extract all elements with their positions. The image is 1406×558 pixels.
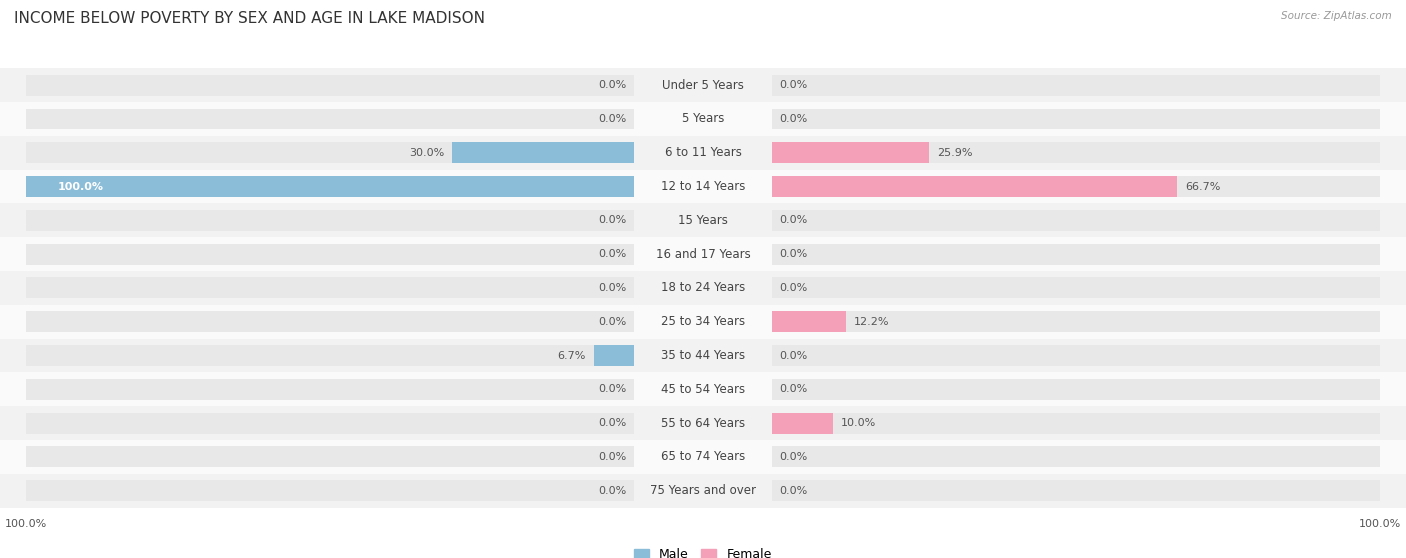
Text: 66.7%: 66.7%: [1185, 181, 1220, 191]
Bar: [27, 210, 634, 231]
Bar: [27, 379, 634, 400]
Bar: [772, 176, 1379, 197]
Bar: [772, 413, 1379, 434]
Bar: [0, 305, 1406, 339]
Text: 0.0%: 0.0%: [780, 350, 808, 360]
Text: Under 5 Years: Under 5 Years: [662, 79, 744, 92]
Text: 0.0%: 0.0%: [780, 452, 808, 462]
Bar: [0, 102, 1406, 136]
Text: 0.0%: 0.0%: [598, 114, 626, 124]
Bar: [772, 446, 1379, 468]
Bar: [772, 345, 1379, 366]
Bar: [0, 339, 1406, 372]
Text: 10.0%: 10.0%: [841, 418, 876, 428]
Bar: [27, 277, 634, 299]
Text: INCOME BELOW POVERTY BY SEX AND AGE IN LAKE MADISON: INCOME BELOW POVERTY BY SEX AND AGE IN L…: [14, 11, 485, 26]
Text: 16 and 17 Years: 16 and 17 Years: [655, 248, 751, 261]
Bar: [772, 244, 1379, 264]
Bar: [772, 311, 1379, 332]
Text: 0.0%: 0.0%: [598, 384, 626, 395]
Text: 45 to 54 Years: 45 to 54 Years: [661, 383, 745, 396]
Text: 18 to 24 Years: 18 to 24 Years: [661, 281, 745, 295]
Text: 55 to 64 Years: 55 to 64 Years: [661, 417, 745, 430]
Bar: [593, 345, 634, 366]
Bar: [772, 108, 1379, 129]
Bar: [772, 75, 1379, 95]
Bar: [772, 480, 1379, 501]
Bar: [451, 142, 634, 163]
Bar: [27, 176, 634, 197]
Text: 0.0%: 0.0%: [780, 249, 808, 259]
Bar: [772, 176, 1177, 197]
Text: 0.0%: 0.0%: [780, 80, 808, 90]
Text: Source: ZipAtlas.com: Source: ZipAtlas.com: [1281, 11, 1392, 21]
Bar: [772, 142, 1379, 163]
Bar: [27, 446, 634, 468]
Text: 25 to 34 Years: 25 to 34 Years: [661, 315, 745, 328]
Text: 65 to 74 Years: 65 to 74 Years: [661, 450, 745, 464]
Bar: [772, 277, 1379, 299]
Text: 100.0%: 100.0%: [1358, 519, 1400, 530]
Bar: [0, 271, 1406, 305]
Bar: [27, 142, 634, 163]
Bar: [27, 75, 634, 95]
Bar: [772, 413, 832, 434]
Text: 0.0%: 0.0%: [780, 283, 808, 293]
Text: 0.0%: 0.0%: [598, 215, 626, 225]
Bar: [27, 413, 634, 434]
Bar: [27, 480, 634, 501]
Text: 30.0%: 30.0%: [409, 148, 444, 158]
Bar: [27, 108, 634, 129]
Text: 35 to 44 Years: 35 to 44 Years: [661, 349, 745, 362]
Bar: [772, 210, 1379, 231]
Bar: [27, 176, 634, 197]
Bar: [772, 311, 846, 332]
Legend: Male, Female: Male, Female: [634, 549, 772, 558]
Bar: [0, 136, 1406, 170]
Bar: [0, 170, 1406, 204]
Bar: [772, 142, 929, 163]
Bar: [0, 68, 1406, 102]
Bar: [0, 372, 1406, 406]
Text: 0.0%: 0.0%: [598, 452, 626, 462]
Text: 6.7%: 6.7%: [557, 350, 586, 360]
Text: 0.0%: 0.0%: [598, 418, 626, 428]
Bar: [772, 379, 1379, 400]
Bar: [0, 440, 1406, 474]
Bar: [27, 345, 634, 366]
Bar: [0, 204, 1406, 237]
Text: 0.0%: 0.0%: [598, 485, 626, 496]
Text: 0.0%: 0.0%: [598, 249, 626, 259]
Bar: [0, 406, 1406, 440]
Bar: [0, 474, 1406, 508]
Bar: [27, 311, 634, 332]
Text: 12.2%: 12.2%: [853, 317, 890, 327]
Text: 15 Years: 15 Years: [678, 214, 728, 227]
Text: 6 to 11 Years: 6 to 11 Years: [665, 146, 741, 159]
Text: 0.0%: 0.0%: [598, 80, 626, 90]
Text: 100.0%: 100.0%: [58, 181, 104, 191]
Text: 0.0%: 0.0%: [780, 215, 808, 225]
Text: 5 Years: 5 Years: [682, 113, 724, 126]
Text: 0.0%: 0.0%: [598, 317, 626, 327]
Text: 0.0%: 0.0%: [780, 384, 808, 395]
Bar: [27, 244, 634, 264]
Text: 75 Years and over: 75 Years and over: [650, 484, 756, 497]
Text: 0.0%: 0.0%: [780, 114, 808, 124]
Text: 25.9%: 25.9%: [936, 148, 973, 158]
Text: 12 to 14 Years: 12 to 14 Years: [661, 180, 745, 193]
Text: 0.0%: 0.0%: [598, 283, 626, 293]
Bar: [0, 237, 1406, 271]
Text: 100.0%: 100.0%: [6, 519, 48, 530]
Text: 0.0%: 0.0%: [780, 485, 808, 496]
